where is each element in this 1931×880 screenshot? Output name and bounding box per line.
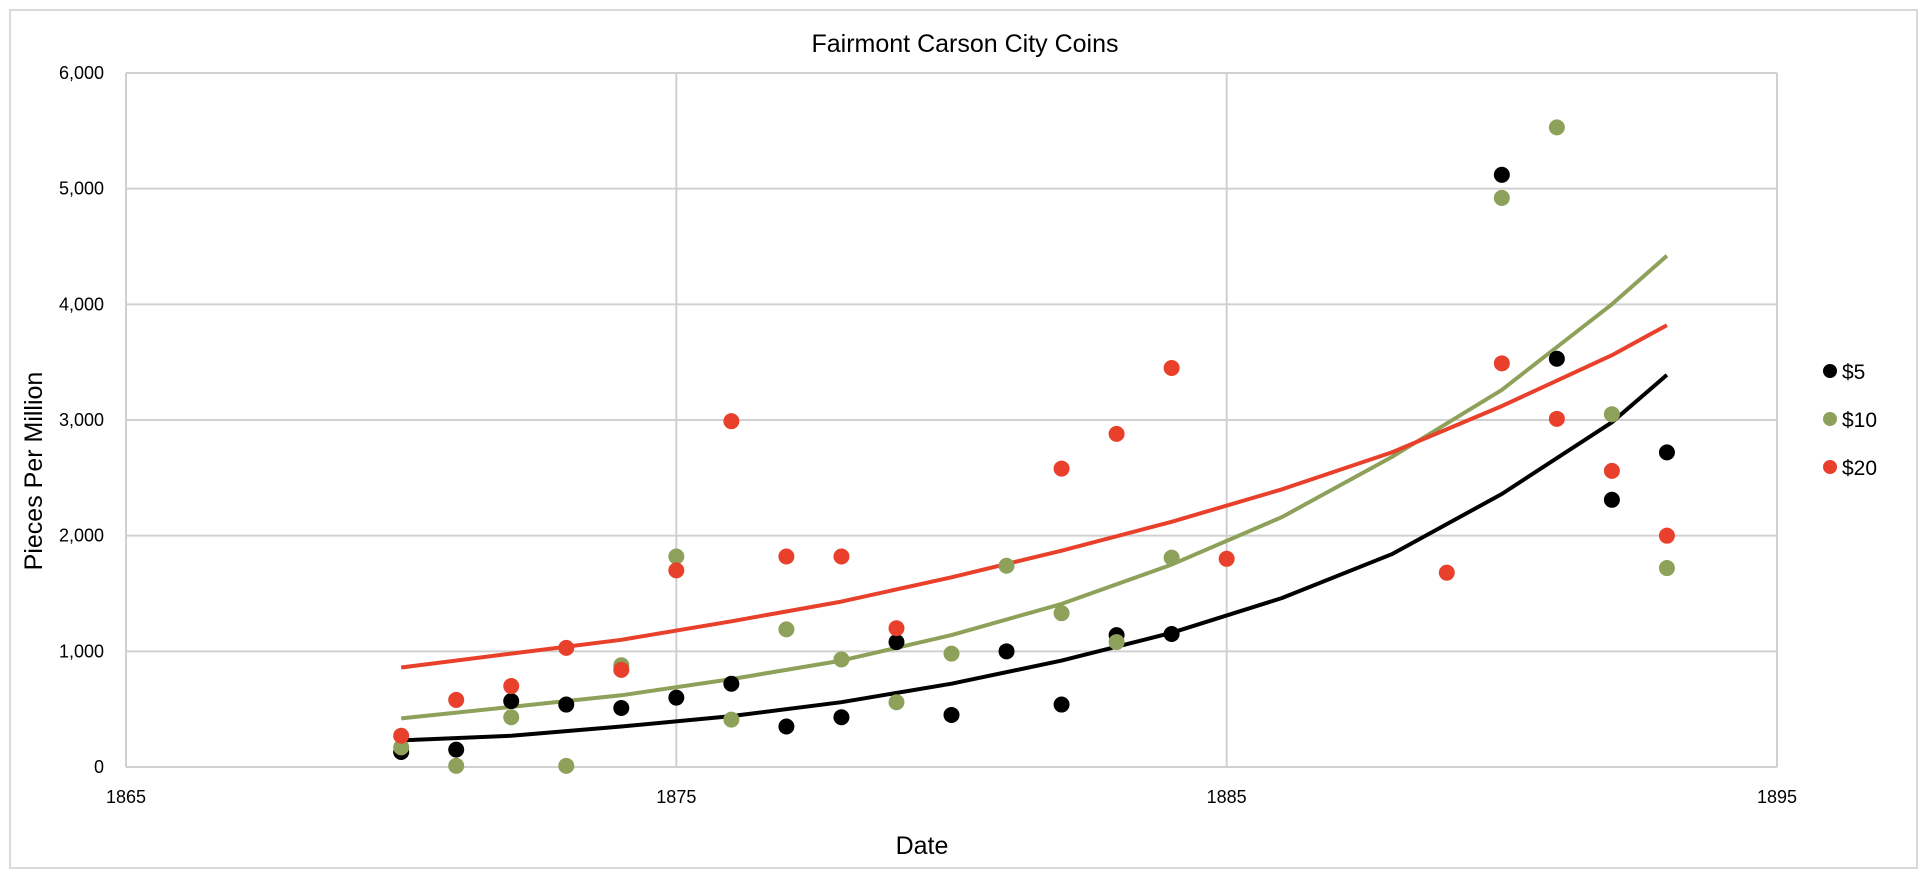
data-point: [1053, 460, 1070, 477]
data-point: [668, 689, 685, 706]
data-point: [1548, 410, 1565, 427]
tick-labels: 0 1,000 2,000 3,000 4,000 5,000 6,000 1865 1875 1…: [59, 63, 1797, 807]
data-point: [1218, 550, 1235, 567]
data-point: [1108, 634, 1125, 651]
data-point: [613, 700, 630, 717]
data-point: [833, 548, 850, 565]
data-point: [558, 696, 575, 713]
x-tick-label: 1885: [1207, 787, 1247, 807]
data-point: [503, 693, 520, 710]
legend-label: $5: [1842, 361, 1865, 384]
data-point: [833, 651, 850, 668]
data-point: [393, 739, 410, 756]
data-point: [558, 757, 575, 774]
data-point: [1658, 527, 1675, 544]
data-point: [1163, 359, 1180, 376]
data-point: [943, 706, 960, 723]
data-point: [1053, 696, 1070, 713]
chart-frame: [9, 9, 1918, 869]
data-point: [393, 727, 410, 744]
data-point: [778, 718, 795, 735]
data-point: [1053, 605, 1070, 622]
data-point: [833, 709, 850, 726]
legend-marker: [1823, 412, 1837, 426]
data-point: [448, 757, 465, 774]
data-point: [668, 548, 685, 565]
trendline-1: [400, 254, 1669, 721]
data-point: [1658, 444, 1675, 461]
data-point: [448, 691, 465, 708]
data-point: [888, 620, 905, 637]
data-point: [723, 413, 740, 430]
data-point: [1163, 625, 1180, 642]
data-point: [943, 645, 960, 662]
x-tick-label: 1875: [656, 787, 696, 807]
data-point: [1548, 119, 1565, 136]
data-point: [503, 678, 520, 695]
data-point: [503, 709, 520, 726]
data-point: [1603, 462, 1620, 479]
data-point: [1493, 189, 1510, 206]
x-tick-label: 1865: [106, 787, 146, 807]
data-point: [998, 557, 1015, 574]
data-point: [1603, 491, 1620, 508]
chart-title: Fairmont Carson City Coins: [811, 30, 1118, 58]
data-point: [448, 741, 465, 758]
data-point: [558, 639, 575, 656]
x-tick-label: 1895: [1757, 787, 1797, 807]
data-point: [888, 694, 905, 711]
data-point: [1658, 560, 1675, 577]
y-tick-label: 4,000: [59, 294, 104, 314]
y-tick-label: 6,000: [59, 63, 104, 83]
data-point: [1163, 549, 1180, 566]
data-point: [1438, 564, 1455, 581]
legend-marker: [1823, 460, 1837, 474]
data-point: [1493, 355, 1510, 372]
data-point: [888, 634, 905, 651]
data-point: [1603, 406, 1620, 423]
data-point: [723, 711, 740, 728]
data-point: [778, 621, 795, 638]
trendlines: [400, 254, 1669, 743]
trendline-2: [400, 323, 1668, 670]
data-point: [1493, 166, 1510, 183]
gridlines: [125, 72, 1778, 768]
data-point: [778, 548, 795, 565]
data-point: [613, 661, 630, 678]
y-axis-title: Pieces Per Million: [20, 372, 48, 571]
y-tick-label: 2,000: [59, 526, 104, 546]
y-tick-label: 3,000: [59, 410, 104, 430]
data-points: [393, 119, 1675, 774]
legend-label: $20: [1842, 457, 1877, 480]
legend-label: $10: [1842, 409, 1877, 432]
y-tick-label: 1,000: [59, 641, 104, 661]
legend-marker: [1823, 364, 1837, 378]
trendline-0: [401, 373, 1669, 743]
data-point: [1108, 425, 1125, 442]
data-point: [668, 562, 685, 579]
y-tick-label: 5,000: [59, 179, 104, 199]
data-point: [1548, 350, 1565, 367]
x-axis-title: Date: [896, 832, 949, 860]
data-point: [998, 643, 1015, 660]
legend: $5 $10 $20: [1823, 361, 1877, 480]
y-tick-label: 0: [94, 757, 104, 777]
data-point: [723, 675, 740, 692]
